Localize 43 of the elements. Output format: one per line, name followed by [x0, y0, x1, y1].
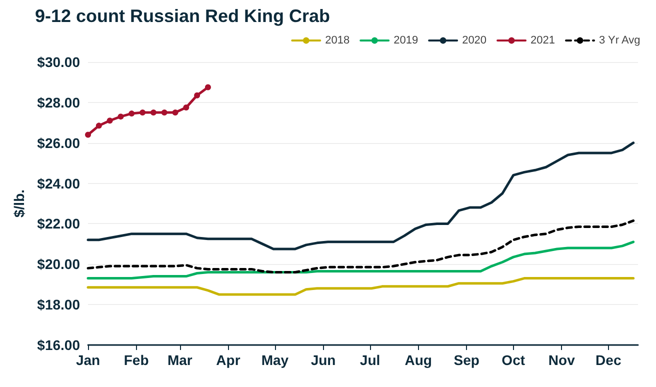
legend-label: 2020 — [462, 34, 487, 46]
legend-label: 2021 — [530, 34, 556, 46]
point — [183, 104, 190, 110]
point — [118, 114, 124, 120]
y-tick-label: $24.00 — [37, 175, 80, 192]
y-tick-label: $16.00 — [37, 337, 80, 353]
line-series — [86, 240, 635, 280]
y-tick-label: $30.00 — [37, 54, 80, 70]
x-tick-label: Mar — [167, 352, 193, 368]
y-tick-label: $26.00 — [37, 134, 80, 151]
x-tick-label: Apr — [216, 352, 241, 368]
x-tick-label: Jun — [310, 352, 336, 368]
chart-title: 9-12 count Russian Red King Crab — [35, 6, 330, 26]
x-tick-label: Oct — [502, 352, 526, 368]
x-tick-label: Jul — [360, 352, 380, 368]
line-series — [86, 277, 635, 296]
point — [140, 110, 146, 116]
point — [161, 110, 168, 116]
y-tick-label: $28.00 — [37, 94, 80, 110]
x-tick-label: Jan — [76, 352, 100, 368]
point — [106, 118, 113, 124]
y-tick-label: $20.00 — [37, 256, 80, 272]
line-series — [86, 142, 635, 250]
x-tick-label: Feb — [124, 352, 149, 368]
x-tick-label: Nov — [548, 352, 576, 368]
point — [150, 110, 156, 116]
line-series — [86, 219, 635, 274]
x-tick-label: May — [261, 352, 289, 368]
x-tick-label: Dec — [596, 352, 622, 368]
point — [96, 122, 102, 129]
legend-label: 2018 — [325, 34, 350, 46]
point — [128, 110, 135, 117]
y-tick-label: $18.00 — [37, 296, 80, 313]
y-tick-label: $22.00 — [37, 216, 80, 232]
x-tick-label: Aug — [404, 352, 432, 368]
y-axis-title: $/lb. — [11, 189, 27, 218]
x-tick-label: Sep — [454, 352, 480, 368]
point — [204, 84, 211, 90]
point — [172, 110, 178, 116]
legend-label: 3 Yr Avg — [599, 34, 640, 46]
point — [194, 92, 200, 98]
legend-label: 2019 — [394, 34, 418, 46]
point — [85, 132, 91, 138]
